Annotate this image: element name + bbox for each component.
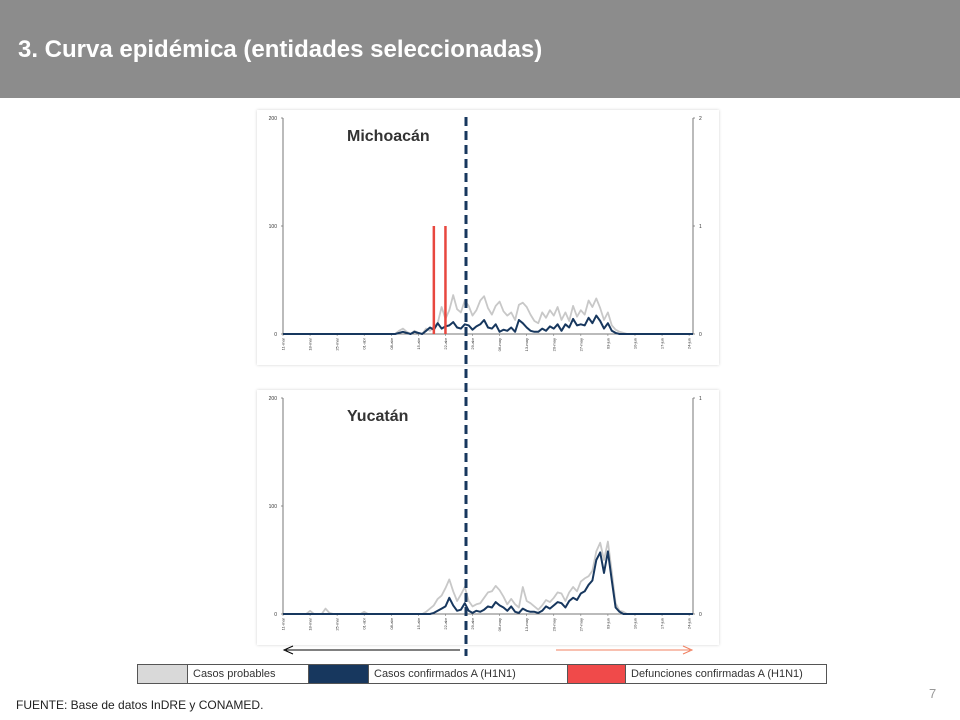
x-tick-label: 08-abr (389, 617, 394, 629)
y-tick-label-right: 1 (699, 396, 702, 402)
x-tick-label: 01-abr (362, 617, 367, 629)
x-tick-label: 25-mar (335, 617, 340, 630)
y-tick-label-right: 0 (699, 332, 702, 338)
y-tick-label-left: 100 (269, 224, 278, 230)
x-tick-label: 24-jun (687, 618, 692, 629)
x-tick-label: 08-abr (389, 337, 394, 349)
x-tick-label: 27-may (578, 338, 583, 351)
x-tick-label: 24-jun (687, 338, 692, 349)
x-tick-label: 17-jun (660, 338, 665, 349)
chart-michoacan-svg: 0 100 200 0 1 2 11-mar 18-mar 25-mar 01-abr 08-abr… (269, 116, 702, 351)
x-tick-label: 22-abr (443, 617, 448, 629)
legend-label-confirmados: Casos confirmados A (H1N1) (369, 665, 568, 683)
chart-michoacan: 0 100 200 0 1 2 11-mar 18-mar 25-mar 01-abr 08-abr… (257, 110, 719, 365)
x-tick-label: 13-may (524, 338, 529, 351)
x-tick-label: 06-may (497, 618, 502, 631)
page-number: 7 (929, 686, 937, 701)
legend-label-defunciones: Defunciones confirmadas A (H1N1) (631, 668, 803, 680)
y-tick-label-left: 0 (274, 332, 277, 338)
legend-label-probables: Casos probables (188, 665, 309, 683)
legend-item-confirmados: Casos confirmados A (H1N1) (309, 665, 568, 683)
header-bar: 3. Curva epidémica (entidades selecciona… (0, 0, 960, 98)
chart-title: Michoacán (347, 128, 430, 145)
legend-swatch-defunciones (568, 665, 626, 683)
x-tick-label: 17-jun (660, 618, 665, 629)
legend-item-defunciones: Defunciones confirmadas A (H1N1) (568, 665, 808, 683)
x-tick-label: 18-mar (308, 617, 313, 630)
legend-item-probables: Casos probables (138, 665, 309, 683)
x-tick-label: 01-abr (362, 337, 367, 349)
x-tick-label: 29-abr (470, 617, 475, 629)
legend-swatch-probables (138, 665, 188, 683)
x-tick-label: 29-abr (470, 337, 475, 349)
y-tick-label-right: 1 (699, 224, 702, 230)
y-tick-label-left: 0 (274, 612, 277, 618)
x-tick-label: 27-may (578, 618, 583, 631)
x-tick-label: 20-may (551, 618, 556, 631)
legend: Casos probables Casos confirmados A (H1N… (137, 664, 827, 684)
x-tick-label: 03-jun (605, 618, 610, 629)
x-tick-label: 18-mar (308, 337, 313, 350)
right-arrow (556, 645, 694, 655)
x-tick-label: 25-mar (335, 337, 340, 350)
x-tick-label: 15-abr (416, 617, 421, 629)
chart-title: Yucatán (347, 408, 408, 425)
y-tick-label-right: 2 (699, 116, 702, 122)
y-tick-label-left: 200 (269, 396, 278, 402)
x-tick-label: 11-mar (281, 617, 286, 630)
chart-yucatan: 0 100 200 0 1 11-mar 18-mar 25-mar 01-abr 08-abr 1… (257, 390, 719, 645)
y-tick-label-right: 0 (699, 612, 702, 618)
x-tick-label: 13-may (524, 618, 529, 631)
x-tick-label: 10-jun (632, 338, 637, 349)
page-title: 3. Curva epidémica (entidades selecciona… (18, 36, 543, 63)
x-tick-label: 06-may (497, 338, 502, 351)
series-confirmados-line (283, 314, 693, 335)
x-tick-label: 11-mar (281, 337, 286, 350)
source-note: FUENTE: Base de datos InDRE y CONAMED. (16, 698, 264, 712)
chart-yucatan-svg: 0 100 200 0 1 11-mar 18-mar 25-mar 01-abr 08-abr 1… (269, 396, 702, 631)
y-tick-label-left: 100 (269, 504, 278, 510)
x-tick-label: 22-abr (443, 337, 448, 349)
x-tick-label: 10-jun (632, 618, 637, 629)
x-tick-label: 15-abr (416, 337, 421, 349)
x-tick-label: 20-may (551, 338, 556, 351)
series-probables-line (283, 540, 693, 615)
y-tick-label-left: 200 (269, 116, 278, 122)
left-arrow (282, 645, 460, 655)
legend-swatch-confirmados (309, 665, 369, 683)
x-tick-label: 03-jun (605, 338, 610, 349)
series-confirmados-line (283, 550, 693, 615)
